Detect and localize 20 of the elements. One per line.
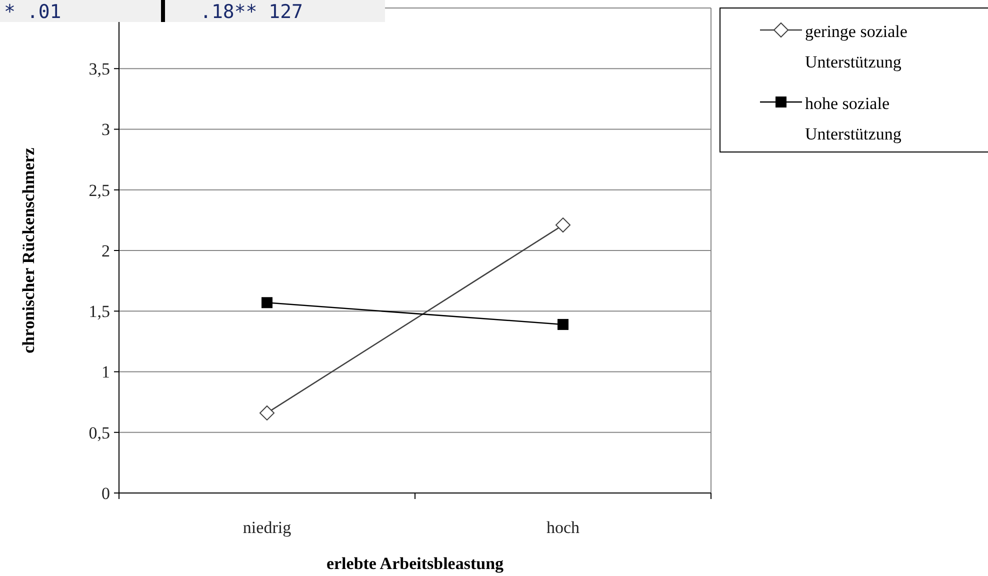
- point: [556, 218, 570, 233]
- y-tick-label: 3,5: [88, 60, 110, 79]
- legend-label: hohe soziale Unterstützung: [805, 94, 902, 144]
- y-tick-label: 2: [102, 241, 110, 260]
- x-tick-label: hoch: [546, 518, 580, 537]
- point: [260, 405, 274, 420]
- point: [262, 297, 272, 308]
- y-axis-title: chronischer Rückenschmerz: [19, 147, 38, 354]
- legend-label: geringe soziale Unterstützung: [805, 22, 908, 72]
- y-tick-label: 0,5: [88, 423, 110, 442]
- y-tick-label: 3: [102, 120, 110, 140]
- y-tick-label: 0: [102, 484, 110, 503]
- annotation: .18** 127: [200, 1, 303, 23]
- y-tick-label: 2,5: [88, 180, 110, 200]
- point: [558, 318, 568, 330]
- y-tick-label: 1,5: [88, 302, 110, 322]
- text: * .01: [4, 1, 62, 23]
- y-tick-label: 1: [102, 362, 110, 382]
- x-axis-title: erlebte Arbeitsbleastung: [326, 554, 504, 573]
- x-tick-label: niedrig: [242, 518, 292, 537]
